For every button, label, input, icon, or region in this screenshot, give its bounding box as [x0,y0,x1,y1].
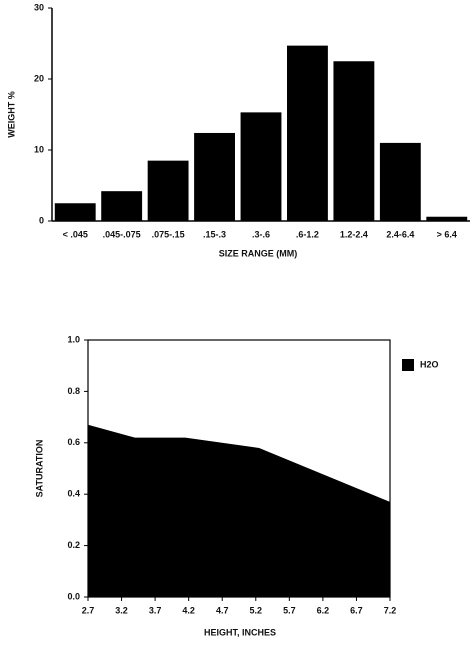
y-tick-label: 0.6 [67,437,80,447]
x-tick-label: 5.7 [283,605,296,615]
x-tick-label: .075-.15 [152,229,185,239]
bar [147,160,189,221]
y-axis-label: SATURATION [34,440,44,498]
area [88,424,390,597]
legend-swatch [402,359,414,371]
bar [426,216,468,221]
bar [240,112,282,221]
x-tick-label: 6.7 [350,605,363,615]
y-tick-label: 0.2 [67,540,80,550]
y-tick-label: 0 [39,215,44,225]
x-tick-label: 7.2 [384,605,397,615]
y-tick-label: 1.0 [67,334,80,344]
x-tick-label: .15-.3 [203,229,226,239]
x-tick-label: .3-.6 [252,229,270,239]
bar [287,45,328,221]
x-tick-label: 5.2 [250,605,263,615]
x-tick-label: 1.2-2.4 [340,229,368,239]
x-axis-label: HEIGHT, INCHES [204,627,276,637]
y-tick-label: 0.4 [67,489,80,499]
x-tick-label: 3.2 [115,605,128,615]
y-tick-label: 0.8 [67,386,80,396]
x-tick-label: .045-.075 [103,229,141,239]
legend-label: H2O [420,359,439,369]
y-tick-label: 0.0 [67,591,80,601]
x-tick-label: < .045 [63,229,88,239]
bar [379,142,421,221]
x-tick-label: 4.7 [216,605,229,615]
plot-frame [87,339,391,598]
x-axis-label: SIZE RANGE (MM) [219,248,298,258]
x-tick-label: 3.7 [149,605,162,615]
x-tick-label: > 6.4 [437,229,457,239]
y-tick-label: 20 [34,73,44,83]
y-axis-label: WEIGHT % [6,91,16,138]
x-tick-label: 4.2 [182,605,195,615]
bar [54,203,96,221]
x-tick-label: .6-1.2 [296,229,319,239]
x-tick-label: 2.7 [82,605,95,615]
bar [333,61,375,221]
bar [101,191,143,221]
bar [194,132,235,221]
y-tick-label: 30 [34,2,44,12]
y-tick-label: 10 [34,144,44,154]
x-tick-label: 2.4-6.4 [386,229,414,239]
x-tick-label: 6.2 [317,605,330,615]
